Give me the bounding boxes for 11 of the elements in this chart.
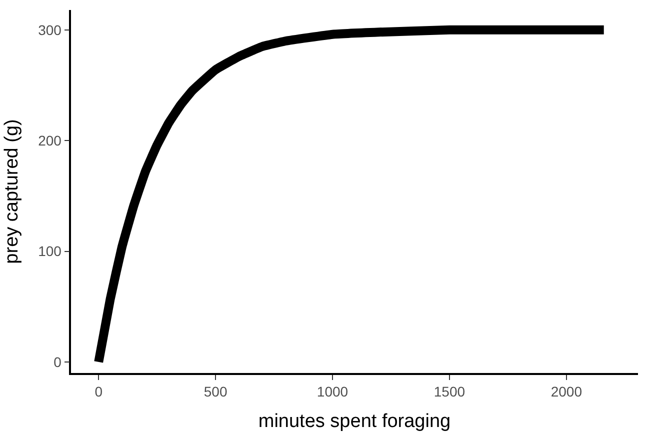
y-axis-title: prey captured (g) xyxy=(1,119,22,264)
x-tick-label: 1500 xyxy=(434,384,466,400)
y-tick-label: 300 xyxy=(38,22,62,38)
x-tick-label: 0 xyxy=(94,384,103,400)
x-tick-label: 500 xyxy=(204,384,228,400)
y-tick-label: 100 xyxy=(38,243,62,260)
x-tick-label: 2000 xyxy=(550,384,582,400)
x-tick-label: 1000 xyxy=(316,384,348,400)
x-axis-title: minutes spent foraging xyxy=(258,410,451,432)
y-tick-label: 0 xyxy=(54,354,62,370)
y-tick-label: 200 xyxy=(38,132,62,148)
